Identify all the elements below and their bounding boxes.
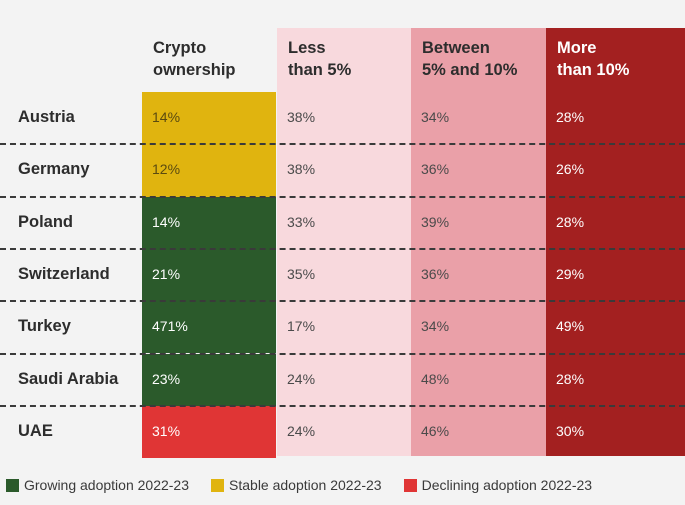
- ownership-cell-bg: [142, 196, 276, 249]
- column-header-line: Crypto: [153, 39, 207, 57]
- legend-swatch-stable: [211, 478, 225, 492]
- cell-more10: 49%: [556, 318, 585, 335]
- cell-between: 34%: [421, 318, 450, 335]
- column-band-2: [277, 28, 411, 456]
- cell-ownership: 31%: [152, 422, 181, 439]
- cell-more10: 30%: [556, 422, 585, 439]
- column-header-line: than 5%: [288, 61, 352, 79]
- cell-ownership: 14%: [152, 109, 181, 126]
- row-label-poland: Poland: [18, 212, 74, 231]
- row-divider: [0, 353, 685, 355]
- cell-ownership: 471%: [152, 318, 188, 335]
- cell-more10: 29%: [556, 266, 585, 283]
- column-band-3: [411, 28, 546, 456]
- cell-less5: 17%: [287, 318, 316, 335]
- row-label-saudi-arabia: Saudi Arabia: [18, 369, 119, 388]
- cell-less5: 38%: [287, 161, 316, 178]
- legend: Growing adoption 2022-23 Stable adoption …: [6, 475, 614, 495]
- cell-ownership: 12%: [152, 161, 181, 178]
- cell-less5: 24%: [287, 422, 316, 439]
- ownership-cell-bg: [142, 144, 276, 197]
- column-header-line: ownership: [153, 61, 236, 79]
- column-header-line: than 10%: [557, 61, 630, 79]
- cell-less5: 24%: [287, 370, 316, 387]
- column-header-1: Crypto ownership: [153, 37, 236, 81]
- row-label-turkey: Turkey: [18, 317, 71, 336]
- cell-ownership: 21%: [152, 266, 181, 283]
- cell-between: 36%: [421, 161, 450, 178]
- row-label-switzerland: Switzerland: [18, 265, 110, 284]
- legend-label-growing: Growing adoption 2022-23: [24, 477, 190, 493]
- legend-item-growing: Growing adoption 2022-23: [6, 477, 189, 493]
- row-divider: [0, 300, 685, 302]
- cell-less5: 35%: [287, 266, 316, 283]
- column-header-line: Less: [288, 39, 326, 57]
- ownership-cell-bg: [142, 301, 276, 354]
- cell-between: 46%: [421, 422, 450, 439]
- column-header-line: 5% and 10%: [422, 61, 518, 79]
- legend-swatch-declining: [403, 478, 417, 492]
- column-header-line: Between: [422, 39, 490, 57]
- ownership-cell-bg: [142, 248, 276, 302]
- legend-swatch-growing: [6, 478, 19, 492]
- legend-label-declining: Declining adoption 2022-23: [421, 477, 593, 493]
- row-divider: [0, 405, 685, 407]
- cell-between: 48%: [421, 370, 450, 387]
- row-divider: [0, 196, 685, 198]
- cell-less5: 38%: [287, 109, 316, 126]
- legend-label-stable: Stable adoption 2022-23: [229, 477, 382, 493]
- ownership-cell-bg: [142, 353, 276, 406]
- column-header-4: More than 10%: [557, 37, 629, 81]
- cell-more10: 28%: [556, 370, 585, 387]
- ownership-cell-bg: [142, 92, 276, 145]
- row-divider: [0, 248, 685, 250]
- cell-between: 39%: [421, 213, 450, 230]
- cell-less5: 33%: [287, 213, 316, 230]
- legend-item-stable: Stable adoption 2022-23: [211, 477, 382, 493]
- cell-ownership: 23%: [152, 370, 181, 387]
- row-label-austria: Austria: [18, 108, 75, 127]
- column-header-line: More: [557, 39, 597, 57]
- ownership-cell-bg: [142, 405, 276, 459]
- cell-between: 34%: [421, 109, 450, 126]
- crypto-ownership-table: Crypto ownership Less than 5% Between 5% and …: [0, 28, 685, 459]
- cell-between: 36%: [421, 266, 450, 283]
- column-band-4: [546, 28, 685, 456]
- cell-ownership: 14%: [152, 213, 181, 230]
- column-header-2: Less than 5%: [288, 37, 351, 81]
- cell-more10: 28%: [556, 213, 585, 230]
- cell-more10: 26%: [556, 161, 585, 178]
- column-header-3: Between 5% and 10%: [422, 37, 517, 81]
- row-label-germany: Germany: [18, 160, 90, 179]
- legend-item-declining: Declining adoption 2022-23: [403, 477, 593, 493]
- cell-more10: 28%: [556, 109, 585, 126]
- row-divider: [0, 143, 685, 145]
- row-label-uae: UAE: [18, 421, 53, 440]
